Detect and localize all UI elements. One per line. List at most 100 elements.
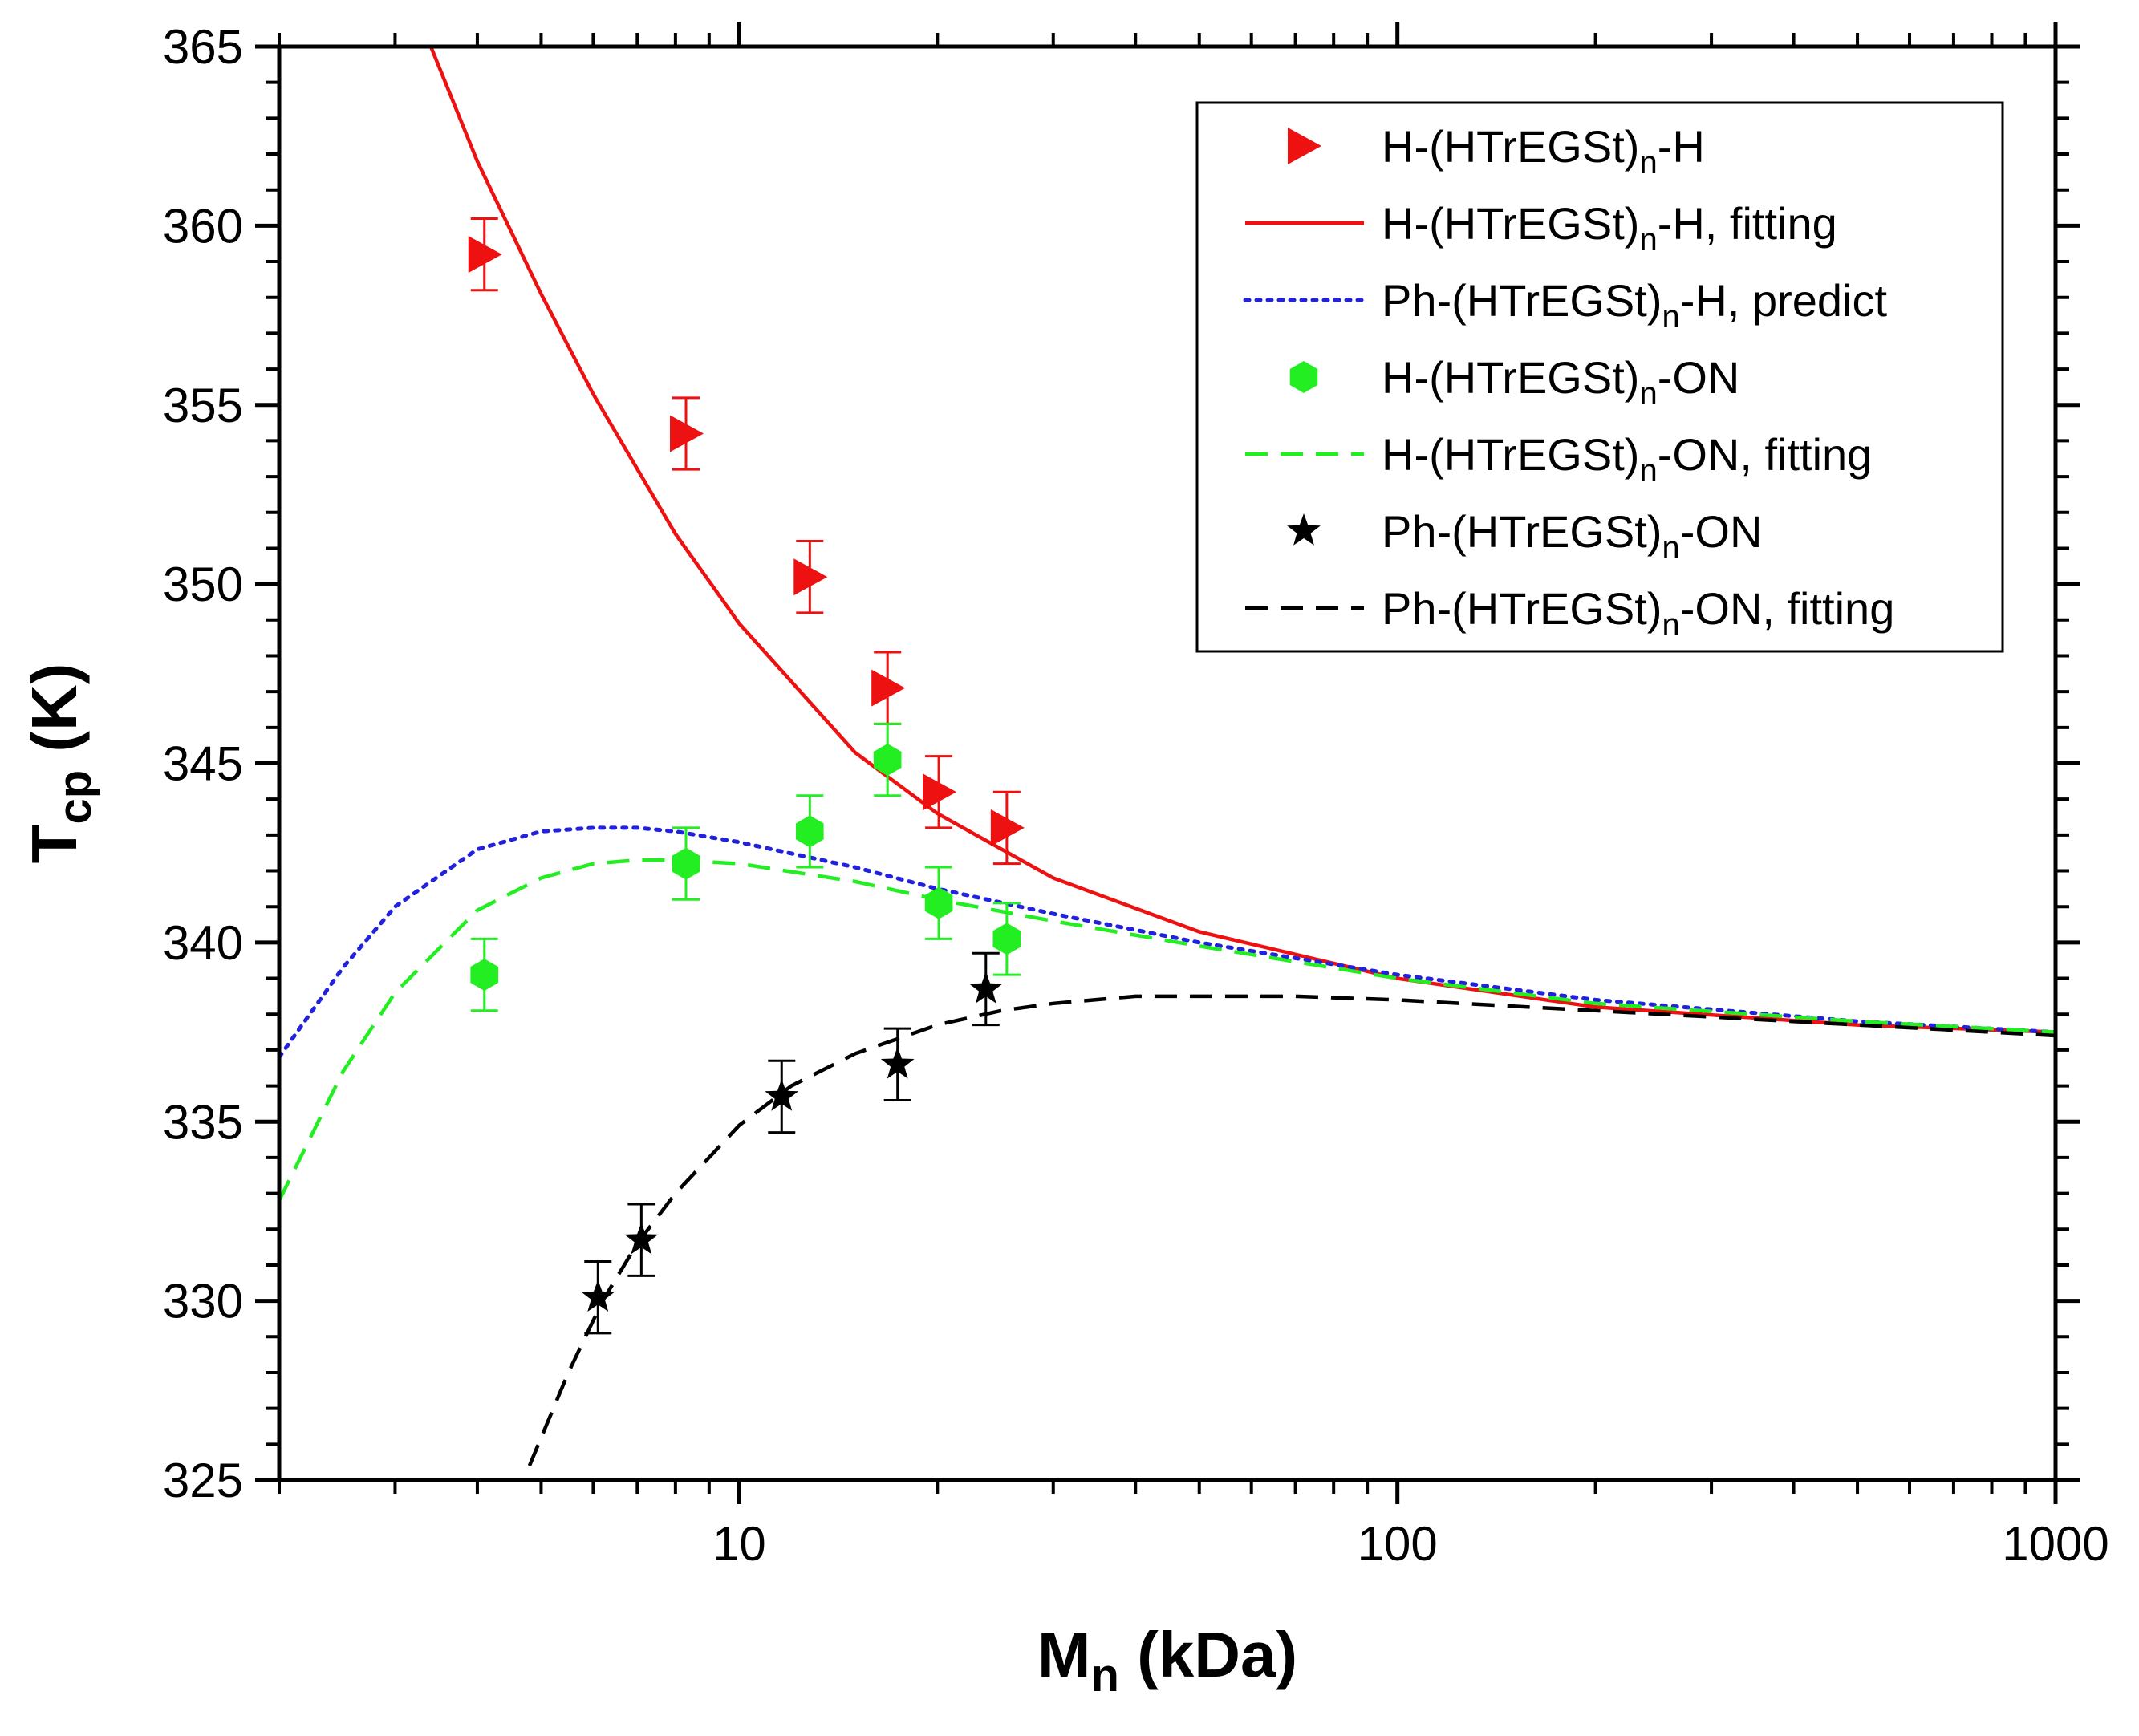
x-axis-title-sub: n — [1090, 1649, 1118, 1702]
h-h-data-point — [669, 396, 704, 471]
legend-label-pre: Ph-(HTrEGSt) — [1382, 275, 1662, 326]
x-tick-label: 1000 — [2002, 1517, 2109, 1571]
h-h-data-point — [871, 651, 906, 725]
x-axis-title-rest: (kDa) — [1119, 1619, 1297, 1690]
h-on-fit-line — [279, 858, 2056, 1202]
h-h-fit-line — [428, 47, 2056, 1034]
tick-labels: 10 100 1000 325 330 335 340 345 350 355 360 365 — [163, 20, 2109, 1571]
legend-marker-swatch — [1287, 513, 1321, 546]
h-on-data-marker — [796, 815, 824, 848]
y-tick-label: 325 — [163, 1454, 243, 1507]
legend-label-post: -ON, fitting — [1680, 583, 1895, 634]
legend-label-pre: H-(HTrEGSt) — [1382, 121, 1639, 172]
y-axis-title-rest: (K) — [18, 663, 90, 770]
legend: H-(HTrEGSt)n-HH-(HTrEGSt)n-H, fittingPh-… — [1195, 101, 2004, 653]
y-tick-label: 350 — [163, 558, 243, 611]
y-tick-label: 340 — [163, 916, 243, 970]
h-on-data-point — [924, 866, 953, 940]
ph-on-data-point — [880, 1027, 915, 1101]
ph-on-data-point — [581, 1259, 615, 1335]
plot-frame — [277, 44, 2058, 1482]
ph-on-fit-line — [527, 994, 2056, 1466]
legend-label: Ph-(HTrEGSt)n-ON — [1382, 506, 1762, 566]
legend-label: H-(HTrEGSt)n-H — [1382, 121, 1705, 180]
h-h-data-marker — [990, 809, 1025, 846]
y-tick-label: 330 — [163, 1275, 243, 1328]
legend-label-post: -H, predict — [1680, 275, 1888, 326]
ph-on-data-marker — [581, 1280, 615, 1312]
x-tick-label: 100 — [1358, 1517, 1438, 1571]
h-h-data-marker — [871, 669, 906, 707]
legend-label-sub: n — [1639, 453, 1657, 489]
axis-ticks — [255, 22, 2080, 1504]
legend-item-ph-on-fit: Ph-(HTrEGSt)n-ON, fitting — [1245, 583, 1894, 643]
h-h-data-point — [990, 790, 1025, 866]
y-axis-title-main: T — [18, 824, 90, 863]
y-axis-title-sub: cp — [49, 770, 101, 825]
legend-marker-swatch — [1289, 361, 1318, 393]
legend-label: H-(HTrEGSt)n-ON, fitting — [1382, 429, 1872, 489]
y-tick-label: 365 — [163, 20, 243, 74]
h-on-data-marker — [924, 886, 953, 919]
legend-label: H-(HTrEGSt)n-ON — [1382, 352, 1739, 412]
legend-label-pre: Ph-(HTrEGSt) — [1382, 506, 1662, 557]
legend-label-sub: n — [1639, 222, 1657, 258]
legend-label-sub: n — [1662, 530, 1679, 566]
legend-label-sub: n — [1639, 376, 1657, 412]
ph-on-data-point — [624, 1203, 659, 1277]
x-tick-label: 10 — [712, 1517, 766, 1571]
h-on-data-point — [873, 722, 902, 797]
legend-label-post: -ON, fitting — [1658, 429, 1873, 480]
h-h-data-point — [468, 217, 502, 292]
ph-h-predict-line — [279, 825, 2056, 1060]
legend-label-sub: n — [1639, 145, 1657, 180]
data-points — [468, 217, 1025, 1335]
legend-item-h-h-fit: H-(HTrEGSt)n-H, fitting — [1245, 198, 1837, 258]
legend-label: Ph-(HTrEGSt)n-ON, fitting — [1382, 583, 1894, 643]
h-h-data-marker — [468, 236, 502, 274]
ph-on-data-marker — [624, 1222, 659, 1255]
legend-label: H-(HTrEGSt)n-H, fitting — [1382, 198, 1837, 258]
x-axis-title-main: M — [1037, 1619, 1091, 1690]
legend-item-ph-h-predict: Ph-(HTrEGSt)n-H, predict — [1243, 275, 1887, 335]
h-on-data-marker — [672, 847, 700, 880]
ph-on-data-point — [765, 1059, 799, 1134]
h-on-data-marker — [992, 923, 1021, 955]
ph-on-data-point — [968, 951, 1003, 1027]
h-on-data-marker — [873, 744, 902, 776]
legend-item-ph-on-data: Ph-(HTrEGSt)n-ON — [1287, 506, 1762, 566]
legend-label-post: -ON — [1680, 506, 1763, 557]
h-h-data-point — [923, 755, 957, 829]
y-tick-label: 355 — [163, 379, 243, 432]
h-h-data-marker — [923, 773, 957, 811]
ph-on-data-marker — [968, 971, 1003, 1004]
fit-lines — [279, 47, 2056, 1466]
legend-label-post: -H — [1658, 121, 1705, 172]
y-tick-label: 345 — [163, 737, 243, 791]
legend-label-pre: H-(HTrEGSt) — [1382, 198, 1639, 249]
h-on-data-marker — [470, 959, 499, 992]
legend-box — [1195, 101, 2004, 653]
ph-on-data-marker — [765, 1079, 799, 1111]
h-on-data-point — [796, 794, 824, 869]
legend-label-pre: Ph-(HTrEGSt) — [1382, 583, 1662, 634]
legend-label-pre: H-(HTrEGSt) — [1382, 352, 1639, 403]
legend-label-pre: H-(HTrEGSt) — [1382, 429, 1639, 480]
y-tick-label: 360 — [163, 199, 243, 253]
ph-on-data-marker — [880, 1046, 915, 1079]
x-axis-title: Mn (kDa) — [1037, 1619, 1297, 1702]
h-on-data-point — [470, 937, 499, 1012]
y-axis-title: Tcp (K) — [18, 663, 101, 864]
legend-label-sub: n — [1662, 607, 1679, 643]
legend-item-h-on-fit: H-(HTrEGSt)n-ON, fitting — [1245, 429, 1872, 489]
h-h-data-marker — [669, 415, 704, 452]
legend-label-sub: n — [1662, 299, 1679, 335]
h-h-data-point — [794, 540, 828, 614]
legend-label: Ph-(HTrEGSt)n-H, predict — [1382, 275, 1887, 335]
legend-item-h-h-data: H-(HTrEGSt)n-H — [1288, 121, 1705, 180]
legend-item-h-on-data: H-(HTrEGSt)n-ON — [1289, 352, 1739, 412]
y-tick-label: 335 — [163, 1095, 243, 1149]
legend-label-post: -ON — [1658, 352, 1740, 403]
legend-label-post: -H, fitting — [1658, 198, 1837, 249]
h-on-data-point — [672, 826, 700, 901]
